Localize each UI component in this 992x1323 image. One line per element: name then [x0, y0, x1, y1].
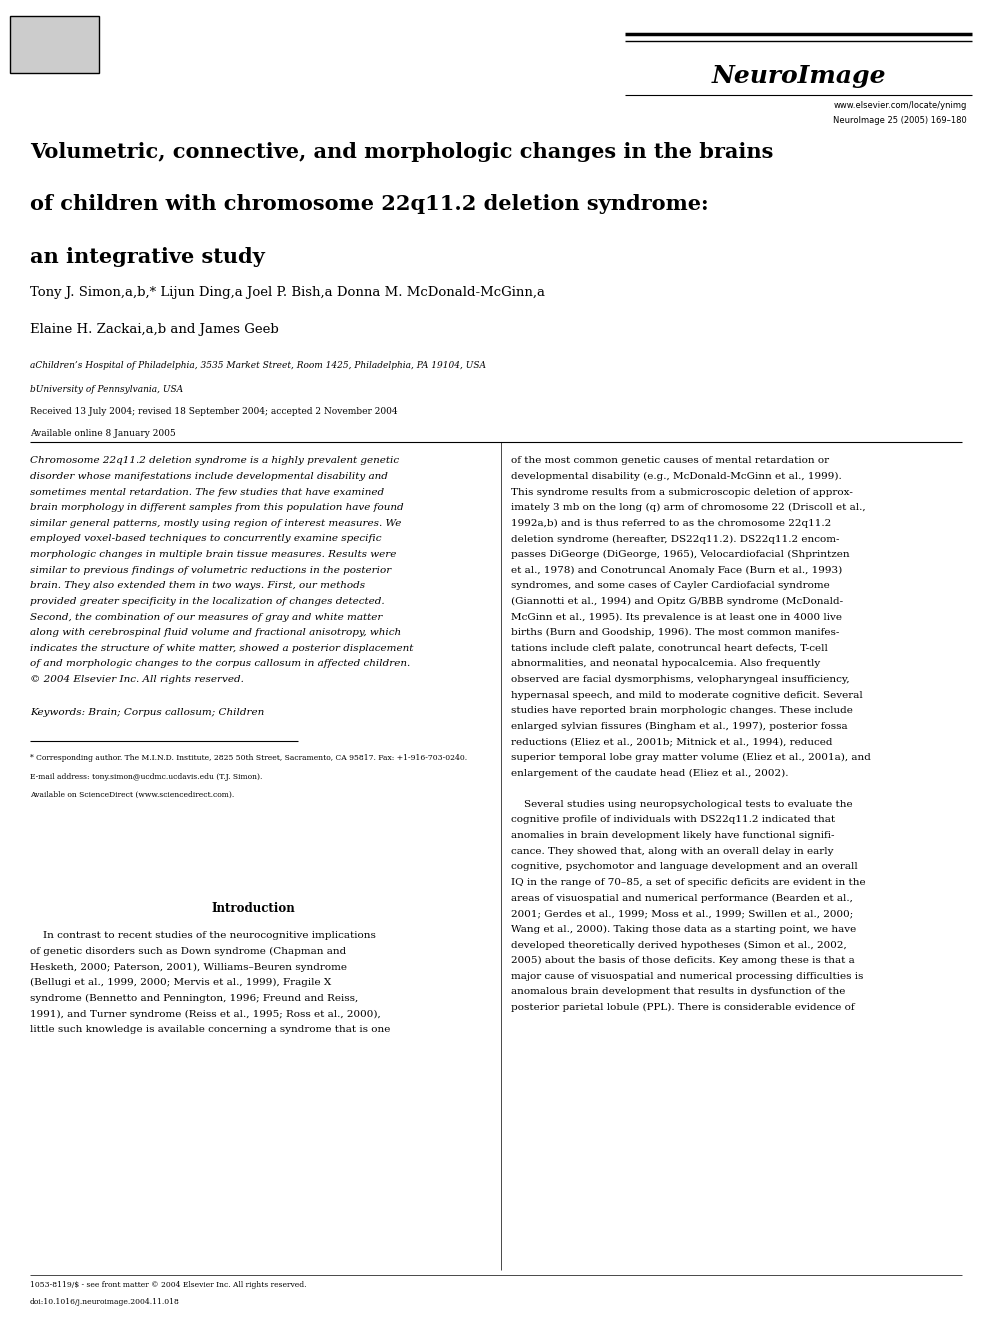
Text: little such knowledge is available concerning a syndrome that is one: little such knowledge is available conce…: [30, 1025, 390, 1035]
Text: of the most common genetic causes of mental retardation or: of the most common genetic causes of men…: [511, 456, 829, 466]
Text: morphologic changes in multiple brain tissue measures. Results were: morphologic changes in multiple brain ti…: [30, 550, 396, 560]
Text: brain morphology in different samples from this population have found: brain morphology in different samples fr…: [30, 503, 404, 512]
Text: anomalies in brain development likely have functional signifi-: anomalies in brain development likely ha…: [511, 831, 834, 840]
Text: NeuroImage 25 (2005) 169–180: NeuroImage 25 (2005) 169–180: [833, 116, 967, 126]
Text: of genetic disorders such as Down syndrome (Chapman and: of genetic disorders such as Down syndro…: [30, 947, 346, 957]
Text: McGinn et al., 1995). Its prevalence is at least one in 4000 live: McGinn et al., 1995). Its prevalence is …: [511, 613, 842, 622]
Text: Available on ScienceDirect (www.sciencedirect.com).: Available on ScienceDirect (www.scienced…: [30, 791, 234, 799]
Text: similar general patterns, mostly using region of interest measures. We: similar general patterns, mostly using r…: [30, 519, 401, 528]
Text: Several studies using neuropsychological tests to evaluate the: Several studies using neuropsychological…: [511, 800, 852, 808]
Text: passes DiGeorge (DiGeorge, 1965), Velocardiofacial (Shprintzen: passes DiGeorge (DiGeorge, 1965), Veloca…: [511, 550, 849, 560]
Text: indicates the structure of white matter, showed a posterior displacement: indicates the structure of white matter,…: [30, 644, 413, 652]
Text: 1053-8119/$ - see front matter © 2004 Elsevier Inc. All rights reserved.: 1053-8119/$ - see front matter © 2004 El…: [30, 1281, 307, 1289]
Bar: [10, 16, 99, 73]
Text: 2001; Gerdes et al., 1999; Moss et al., 1999; Swillen et al., 2000;: 2001; Gerdes et al., 1999; Moss et al., …: [511, 909, 853, 918]
Text: NeuroImage: NeuroImage: [711, 64, 886, 87]
Text: (Giannotti et al., 1994) and Opitz G/BBB syndrome (McDonald-: (Giannotti et al., 1994) and Opitz G/BBB…: [511, 597, 843, 606]
Text: IQ in the range of 70–85, a set of specific deficits are evident in the: IQ in the range of 70–85, a set of speci…: [511, 878, 865, 886]
Text: Received 13 July 2004; revised 18 September 2004; accepted 2 November 2004: Received 13 July 2004; revised 18 Septem…: [30, 407, 398, 417]
Text: This syndrome results from a submicroscopic deletion of approx-: This syndrome results from a submicrosco…: [511, 488, 853, 496]
Text: abnormalities, and neonatal hypocalcemia. Also frequently: abnormalities, and neonatal hypocalcemia…: [511, 659, 820, 668]
Text: brain. They also extended them in two ways. First, our methods: brain. They also extended them in two wa…: [30, 581, 365, 590]
Text: areas of visuospatial and numerical performance (Bearden et al.,: areas of visuospatial and numerical perf…: [511, 893, 853, 902]
Text: hypernasal speech, and mild to moderate cognitive deficit. Several: hypernasal speech, and mild to moderate …: [511, 691, 863, 700]
Text: cance. They showed that, along with an overall delay in early: cance. They showed that, along with an o…: [511, 847, 833, 856]
Text: aChildren’s Hospital of Philadelphia, 3535 Market Street, Room 1425, Philadelphi: aChildren’s Hospital of Philadelphia, 35…: [30, 361, 486, 370]
Text: employed voxel-based techniques to concurrently examine specific: employed voxel-based techniques to concu…: [30, 534, 381, 544]
Text: Volumetric, connective, and morphologic changes in the brains: Volumetric, connective, and morphologic …: [30, 142, 773, 161]
Text: Chromosome 22q11.2 deletion syndrome is a highly prevalent genetic: Chromosome 22q11.2 deletion syndrome is …: [30, 456, 399, 466]
Text: enlarged sylvian fissures (Bingham et al., 1997), posterior fossa: enlarged sylvian fissures (Bingham et al…: [511, 722, 847, 730]
Text: developed theoretically derived hypotheses (Simon et al., 2002,: developed theoretically derived hypothes…: [511, 941, 846, 950]
Text: 2005) about the basis of those deficits. Key among these is that a: 2005) about the basis of those deficits.…: [511, 957, 855, 964]
Text: Available online 8 January 2005: Available online 8 January 2005: [30, 429, 176, 438]
Text: cognitive profile of individuals with DS22q11.2 indicated that: cognitive profile of individuals with DS…: [511, 815, 835, 824]
Text: et al., 1978) and Conotruncal Anomaly Face (Burn et al., 1993): et al., 1978) and Conotruncal Anomaly Fa…: [511, 566, 842, 574]
Text: doi:10.1016/j.neuroimage.2004.11.018: doi:10.1016/j.neuroimage.2004.11.018: [30, 1298, 180, 1306]
Text: tations include cleft palate, conotruncal heart defects, T-cell: tations include cleft palate, conotrunca…: [511, 644, 827, 652]
Text: In contrast to recent studies of the neurocognitive implications: In contrast to recent studies of the neu…: [30, 931, 376, 941]
Text: major cause of visuospatial and numerical processing difficulties is: major cause of visuospatial and numerica…: [511, 971, 863, 980]
Text: © 2004 Elsevier Inc. All rights reserved.: © 2004 Elsevier Inc. All rights reserved…: [30, 675, 244, 684]
Text: Tony J. Simon,a,b,* Lijun Ding,a Joel P. Bish,a Donna M. McDonald-McGinn,a: Tony J. Simon,a,b,* Lijun Ding,a Joel P.…: [30, 286, 545, 299]
Text: reductions (Eliez et al., 2001b; Mitnick et al., 1994), reduced: reductions (Eliez et al., 2001b; Mitnick…: [511, 737, 832, 746]
Text: Hesketh, 2000; Paterson, 2001), Williams–Beuren syndrome: Hesketh, 2000; Paterson, 2001), Williams…: [30, 963, 347, 971]
Text: deletion syndrome (hereafter, DS22q11.2). DS22q11.2 encom-: deletion syndrome (hereafter, DS22q11.2)…: [511, 534, 839, 544]
Text: ELSEVIER: ELSEVIER: [29, 50, 80, 61]
Text: disorder whose manifestations include developmental disability and: disorder whose manifestations include de…: [30, 472, 388, 482]
Text: syndromes, and some cases of Cayler Cardiofacial syndrome: syndromes, and some cases of Cayler Card…: [511, 581, 829, 590]
Text: similar to previous findings of volumetric reductions in the posterior: similar to previous findings of volumetr…: [30, 566, 391, 574]
Text: enlargement of the caudate head (Eliez et al., 2002).: enlargement of the caudate head (Eliez e…: [511, 769, 789, 778]
Text: of children with chromosome 22q11.2 deletion syndrome:: of children with chromosome 22q11.2 dele…: [30, 194, 708, 214]
Text: * Corresponding author. The M.I.N.D. Institute, 2825 50th Street, Sacramento, CA: * Corresponding author. The M.I.N.D. Ins…: [30, 754, 467, 762]
Text: Elaine H. Zackai,a,b and James Geeb: Elaine H. Zackai,a,b and James Geeb: [30, 323, 279, 336]
Text: cognitive, psychomotor and language development and an overall: cognitive, psychomotor and language deve…: [511, 863, 858, 872]
Text: 1991), and Turner syndrome (Reiss et al., 1995; Ross et al., 2000),: 1991), and Turner syndrome (Reiss et al.…: [30, 1009, 381, 1019]
Text: developmental disability (e.g., McDonald-McGinn et al., 1999).: developmental disability (e.g., McDonald…: [511, 472, 841, 482]
Text: sometimes mental retardation. The few studies that have examined: sometimes mental retardation. The few st…: [30, 488, 384, 496]
Text: Wang et al., 2000). Taking those data as a starting point, we have: Wang et al., 2000). Taking those data as…: [511, 925, 856, 934]
Text: births (Burn and Goodship, 1996). The most common manifes-: births (Burn and Goodship, 1996). The mo…: [511, 628, 839, 638]
Text: E-mail address: tony.simon@ucdmc.ucdavis.edu (T.J. Simon).: E-mail address: tony.simon@ucdmc.ucdavis…: [30, 773, 262, 781]
Text: Introduction: Introduction: [211, 902, 295, 916]
Text: an integrative study: an integrative study: [30, 247, 265, 267]
Text: www.elsevier.com/locate/ynimg: www.elsevier.com/locate/ynimg: [834, 101, 967, 110]
Text: Keywords: Brain; Corpus callosum; Children: Keywords: Brain; Corpus callosum; Childr…: [30, 708, 264, 717]
Text: posterior parietal lobule (PPL). There is considerable evidence of: posterior parietal lobule (PPL). There i…: [511, 1003, 854, 1012]
Text: superior temporal lobe gray matter volume (Eliez et al., 2001a), and: superior temporal lobe gray matter volum…: [511, 753, 871, 762]
Text: studies have reported brain morphologic changes. These include: studies have reported brain morphologic …: [511, 706, 853, 716]
Text: imately 3 mb on the long (q) arm of chromosome 22 (Driscoll et al.,: imately 3 mb on the long (q) arm of chro…: [511, 503, 865, 512]
Text: along with cerebrospinal fluid volume and fractional anisotropy, which: along with cerebrospinal fluid volume an…: [30, 628, 401, 638]
Text: anomalous brain development that results in dysfunction of the: anomalous brain development that results…: [511, 987, 845, 996]
Text: syndrome (Bennetto and Pennington, 1996; Freund and Reiss,: syndrome (Bennetto and Pennington, 1996;…: [30, 994, 358, 1003]
Text: observed are facial dysmorphisms, velopharyngeal insufficiency,: observed are facial dysmorphisms, veloph…: [511, 675, 849, 684]
Text: provided greater specificity in the localization of changes detected.: provided greater specificity in the loca…: [30, 597, 384, 606]
Text: of and morphologic changes to the corpus callosum in affected children.: of and morphologic changes to the corpus…: [30, 659, 410, 668]
Text: 1992a,b) and is thus referred to as the chromosome 22q11.2: 1992a,b) and is thus referred to as the …: [511, 519, 831, 528]
Text: Second, the combination of our measures of gray and white matter: Second, the combination of our measures …: [30, 613, 382, 622]
Text: bUniversity of Pennsylvania, USA: bUniversity of Pennsylvania, USA: [30, 385, 183, 394]
Text: (Bellugi et al., 1999, 2000; Mervis et al., 1999), Fragile X: (Bellugi et al., 1999, 2000; Mervis et a…: [30, 978, 331, 987]
